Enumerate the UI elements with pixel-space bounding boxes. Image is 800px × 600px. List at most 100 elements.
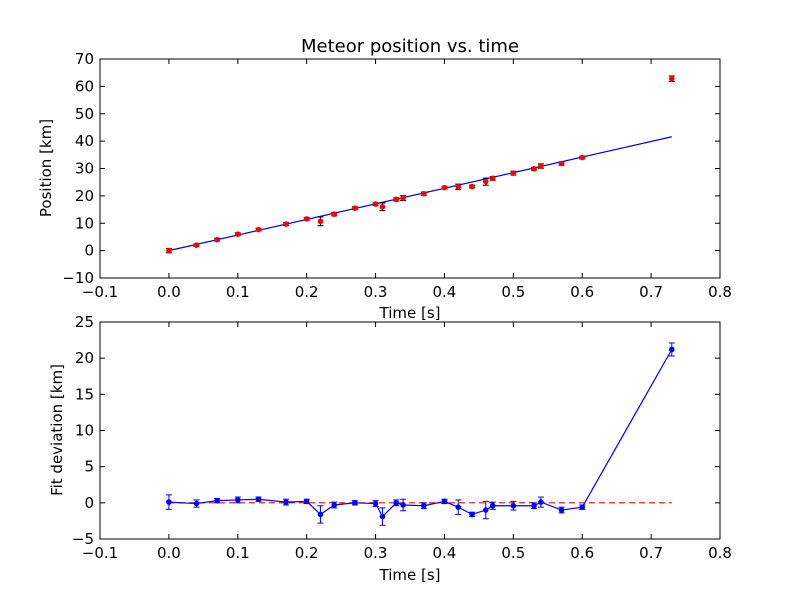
data-point <box>283 221 289 227</box>
x-tick-label: 0.5 <box>501 283 525 301</box>
y-tick-label: 70 <box>75 50 94 68</box>
x-tick-label: 0.2 <box>295 544 319 562</box>
deviation-point <box>193 500 200 507</box>
x-tick-label: 0.6 <box>570 283 594 301</box>
data-point <box>455 184 462 190</box>
y-tick-label: 5 <box>84 458 94 476</box>
fit-line <box>168 136 672 252</box>
data-point <box>193 242 200 248</box>
y-tick-label: 40 <box>75 132 94 150</box>
x-tick-label: 0.0 <box>157 544 181 562</box>
data-point <box>531 165 537 172</box>
data-point <box>234 231 241 237</box>
x-tick-label: 0.2 <box>295 283 319 301</box>
position-chart-xlabel: Time [s] <box>379 304 441 322</box>
x-tick-label: 0.8 <box>708 283 732 301</box>
data-point <box>372 201 379 207</box>
x-tick-label: 0.3 <box>364 544 388 562</box>
deviation-point <box>372 500 379 507</box>
x-tick-label: 0.7 <box>639 283 663 301</box>
data-point <box>558 160 565 167</box>
y-tick-label: 10 <box>75 214 94 232</box>
x-tick-label: −0.1 <box>82 283 118 301</box>
deviation-point <box>317 511 324 518</box>
x-tick-label: 0.1 <box>226 283 250 301</box>
deviation-line <box>168 349 673 518</box>
data-point <box>482 178 489 185</box>
deviation-point <box>234 497 241 503</box>
deviation-point <box>441 498 448 505</box>
data-point <box>441 184 448 191</box>
deviation-point <box>510 502 517 509</box>
data-point <box>668 75 675 82</box>
position-chart: Meteor position vs. time −0.1 0.0 0.1 0.2 0.… <box>37 36 732 322</box>
x-tick-label: 0.6 <box>570 544 594 562</box>
plot-frame <box>99 58 721 279</box>
deviation-plot-area: −0.1 0.0 0.1 0.2 0.3 0.4 0.5 0.6 0.7 0.8 −5 0 5 10 15 2… <box>72 313 732 562</box>
y-tick-label: 20 <box>75 349 94 367</box>
data-point <box>510 170 517 176</box>
data-point <box>303 216 310 222</box>
x-tick-label: 0.8 <box>708 544 732 562</box>
position-plot-area: −0.1 0.0 0.1 0.2 0.3 0.4 0.5 0.6 0.7 0.8 −10 0 10 20 3… <box>62 50 732 301</box>
deviation-point <box>420 502 427 509</box>
deviation-point <box>352 500 358 506</box>
data-point <box>400 195 406 201</box>
deviation-chart: −0.1 0.0 0.1 0.2 0.3 0.4 0.5 0.6 0.7 0.8 −5 0 5 10 15 2… <box>48 313 732 584</box>
deviation-point <box>393 500 400 506</box>
deviation-point <box>469 511 475 518</box>
data-point <box>255 226 262 233</box>
deviation-point <box>455 504 462 510</box>
y-tick-label: −10 <box>62 269 94 287</box>
plot-frame <box>99 321 721 540</box>
data-point <box>469 183 475 190</box>
x-tick-label: −0.1 <box>82 544 118 562</box>
data-point <box>379 204 386 210</box>
deviation-point <box>255 496 262 503</box>
y-tick-label: 0 <box>84 494 94 512</box>
y-tick-label: 25 <box>75 313 94 331</box>
x-tick-label: 0.5 <box>501 544 525 562</box>
deviation-point <box>400 502 406 508</box>
deviation-point <box>379 513 386 520</box>
x-tick-label: 0.1 <box>226 544 250 562</box>
deviation-point <box>214 497 220 504</box>
x-tick-label: 0.3 <box>364 283 388 301</box>
y-tick-label: 0 <box>84 242 94 260</box>
y-tick-label: 15 <box>75 385 94 403</box>
data-point <box>579 154 586 161</box>
data-point <box>538 163 544 169</box>
deviation-chart-ylabel: Fit deviation [km] <box>48 364 66 496</box>
data-point <box>166 247 172 254</box>
data-point <box>214 236 220 243</box>
data-point <box>317 218 324 225</box>
y-tick-label: 30 <box>75 160 94 178</box>
deviation-chart-xlabel: Time [s] <box>379 566 441 584</box>
x-tick-label: 0.4 <box>433 544 457 562</box>
x-tick-label: 0.7 <box>639 544 663 562</box>
y-tick-label: 20 <box>75 187 94 205</box>
deviation-point <box>331 502 338 508</box>
data-point <box>352 205 358 211</box>
data-point <box>331 211 338 218</box>
y-tick-label: 10 <box>75 422 94 440</box>
deviation-point <box>166 499 172 505</box>
deviation-point <box>283 499 289 505</box>
deviation-point <box>531 502 537 509</box>
deviation-point <box>538 499 544 505</box>
data-point <box>489 175 496 182</box>
deviation-point <box>303 498 310 505</box>
data-point <box>420 190 427 197</box>
deviation-point <box>668 346 675 353</box>
x-tick-label: 0.0 <box>157 283 181 301</box>
y-tick-label: 50 <box>75 105 94 123</box>
x-tick-label: 0.4 <box>433 283 457 301</box>
deviation-point <box>489 502 496 509</box>
deviation-point <box>558 507 565 513</box>
deviation-point <box>482 507 489 513</box>
y-tick-label: 60 <box>75 77 94 95</box>
position-chart-ylabel: Position [km] <box>37 119 55 217</box>
deviation-point <box>579 504 586 510</box>
position-chart-title: Meteor position vs. time <box>301 36 519 57</box>
